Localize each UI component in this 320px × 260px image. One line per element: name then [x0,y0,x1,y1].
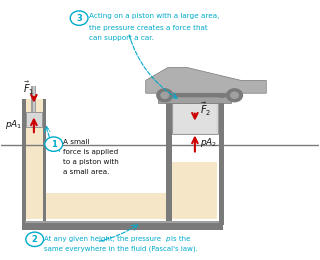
Circle shape [157,89,173,102]
Circle shape [26,232,44,246]
Bar [22,223,223,230]
Text: a small area.: a small area. [63,170,110,176]
Text: $pA_2$: $pA_2$ [200,136,217,149]
Text: 2: 2 [32,235,38,244]
FancyBboxPatch shape [171,162,217,219]
Bar [160,94,230,96]
Text: 3: 3 [76,14,82,23]
Circle shape [45,137,63,151]
Bar [166,89,172,225]
Circle shape [161,92,169,98]
Polygon shape [146,68,266,93]
Bar [25,221,219,223]
FancyBboxPatch shape [24,99,44,219]
Bar [26,112,42,127]
Bar [158,96,231,103]
Text: Acting on a piston with a large area,: Acting on a piston with a large area, [89,12,219,18]
Text: can support a car.: can support a car. [89,35,154,41]
FancyBboxPatch shape [24,193,214,219]
Text: force is applied: force is applied [63,149,118,155]
Text: $pA_1$: $pA_1$ [4,118,22,131]
Bar [43,99,46,225]
Text: 1: 1 [51,140,57,149]
Bar [219,89,224,225]
Text: At any given height, the pressure: At any given height, the pressure [44,236,164,242]
Text: $\vec{F}_2$: $\vec{F}_2$ [200,101,211,118]
Text: $p$: $p$ [165,235,171,244]
Text: A small: A small [63,139,90,145]
Text: same everywhere in the fluid (Pascal's law).: same everywhere in the fluid (Pascal's l… [44,245,198,252]
Text: is the: is the [171,236,190,242]
Bar [22,221,223,223]
Text: $\vec{F}_1$: $\vec{F}_1$ [23,79,34,96]
Bar [22,99,26,225]
Circle shape [231,92,238,98]
Bar [33,86,35,112]
Text: the pressure creates a force that: the pressure creates a force that [89,25,207,31]
Circle shape [227,89,243,102]
Bar [31,86,36,112]
Bar [174,104,215,133]
Text: to a piston with: to a piston with [63,159,119,165]
Bar [172,103,218,134]
Circle shape [70,11,88,25]
